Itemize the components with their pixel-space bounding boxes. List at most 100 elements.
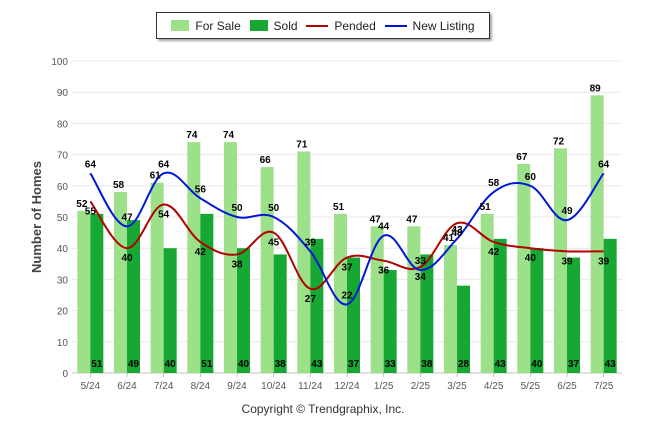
y-tick-label: 40 — [57, 244, 69, 255]
for-sale-data-label: 67 — [516, 152, 528, 163]
sold-data-label: 40 — [165, 359, 177, 370]
for-sale-data-label: 74 — [223, 130, 235, 141]
legend-label-new-listing: New Listing — [412, 18, 475, 33]
pended-data-label: 39 — [598, 256, 610, 267]
for-sale-bar — [517, 163, 531, 373]
x-tick-label: 2/25 — [411, 381, 431, 392]
new-listing-data-label: 39 — [305, 237, 317, 248]
for-sale-data-label: 41 — [443, 233, 455, 244]
y-tick-label: 0 — [62, 369, 68, 380]
for-sale-data-label: 51 — [480, 202, 492, 213]
sold-bar — [90, 213, 104, 373]
legend-label-pended: Pended — [334, 18, 376, 33]
sold-bar — [237, 248, 250, 373]
for-sale-bar — [297, 151, 311, 373]
legend-item-sold[interactable]: Sold — [249, 18, 298, 33]
legend: For Sale Sold Pended New Listing — [156, 12, 490, 39]
for-sale-data-label: 61 — [150, 171, 162, 182]
legend-label-for-sale: For Sale — [195, 18, 241, 33]
for-sale-bar — [480, 213, 494, 373]
sold-data-label: 37 — [348, 359, 360, 370]
x-tick-label: 12/24 — [334, 381, 359, 392]
sold-data-label: 38 — [421, 359, 433, 370]
for-sale-data-label: 52 — [76, 199, 88, 210]
sold-data-label: 40 — [238, 359, 250, 370]
pended-data-label: 34 — [415, 272, 427, 283]
new-listing-data-label: 60 — [525, 172, 537, 183]
for-sale-data-label: 71 — [296, 139, 308, 150]
sold-data-label: 43 — [605, 359, 617, 370]
sold-bar — [530, 248, 544, 373]
x-tick-label: 3/25 — [447, 381, 467, 392]
y-tick-label: 70 — [57, 151, 69, 162]
for-sale-data-label: 47 — [406, 214, 418, 225]
pended-data-label: 54 — [158, 210, 170, 221]
pended-data-label: 38 — [231, 259, 243, 270]
for-sale-bar — [590, 95, 604, 373]
pended-data-label: 42 — [195, 247, 207, 258]
x-tick-label: 1/25 — [374, 381, 394, 392]
sold-bar — [383, 270, 397, 373]
for-sale-bar — [334, 213, 347, 373]
new-listing-data-label: 58 — [488, 178, 500, 189]
for-sale-bar — [187, 142, 201, 373]
sold-swatch — [249, 20, 268, 31]
x-tick-label: 5/24 — [81, 381, 101, 392]
legend-item-new-listing[interactable]: New Listing — [384, 18, 475, 33]
for-sale-data-label: 58 — [113, 180, 125, 191]
new-listing-data-label: 64 — [598, 159, 610, 170]
sold-bar — [310, 238, 324, 373]
sold-data-label: 40 — [531, 359, 543, 370]
y-tick-label: 30 — [57, 275, 69, 286]
for-sale-bar — [444, 245, 457, 373]
pended-data-label: 45 — [268, 238, 280, 249]
pended-data-label: 36 — [378, 266, 390, 277]
sold-bar — [163, 248, 177, 373]
for-sale-data-label: 51 — [333, 202, 345, 213]
sold-bar — [273, 254, 287, 373]
sold-data-label: 43 — [495, 359, 507, 370]
pended-data-label: 39 — [561, 256, 573, 267]
sold-bar — [457, 285, 470, 373]
new-listing-data-label: 49 — [561, 206, 573, 217]
x-tick-label: 9/24 — [227, 381, 247, 392]
y-tick-label: 50 — [57, 213, 69, 224]
x-tick-label: 4/25 — [484, 381, 504, 392]
sold-bar — [347, 257, 360, 373]
pended-line — [89, 200, 604, 290]
pended-swatch — [306, 24, 329, 27]
y-tick-label: 10 — [57, 338, 69, 349]
y-tick-label: 80 — [57, 119, 69, 130]
new-listing-swatch — [384, 24, 407, 27]
sold-data-label: 43 — [311, 359, 323, 370]
y-tick-label: 60 — [57, 182, 69, 193]
sold-data-label: 37 — [568, 359, 580, 370]
legend-label-sold: Sold — [273, 18, 298, 33]
pended-data-label: 37 — [341, 263, 353, 274]
for-sale-swatch — [171, 20, 190, 31]
sold-data-label: 51 — [91, 359, 103, 370]
pended-data-label: 42 — [488, 247, 500, 258]
x-tick-label: 10/24 — [261, 381, 286, 392]
for-sale-data-label: 47 — [370, 214, 382, 225]
new-listing-data-label: 64 — [158, 159, 170, 170]
x-tick-label: 11/24 — [298, 381, 323, 392]
pended-data-label: 40 — [121, 253, 133, 264]
new-listing-data-label: 47 — [121, 212, 133, 223]
pended-data-label: 48 — [451, 228, 463, 239]
sold-data-label: 51 — [201, 359, 213, 370]
for-sale-bar — [150, 182, 164, 373]
for-sale-data-label: 74 — [186, 130, 198, 141]
new-listing-data-label: 33 — [415, 256, 427, 267]
pended-data-label: 27 — [305, 294, 317, 305]
for-sale-bar — [554, 148, 567, 373]
new-listing-data-label: 50 — [231, 203, 243, 214]
pended-data-label: 40 — [525, 253, 537, 264]
for-sale-bar — [370, 226, 384, 373]
x-tick-label: 7/25 — [594, 381, 614, 392]
new-listing-data-label: 56 — [195, 184, 207, 195]
sold-bar — [603, 238, 617, 373]
legend-item-pended[interactable]: Pended — [306, 18, 376, 33]
legend-item-for-sale[interactable]: For Sale — [171, 18, 241, 33]
